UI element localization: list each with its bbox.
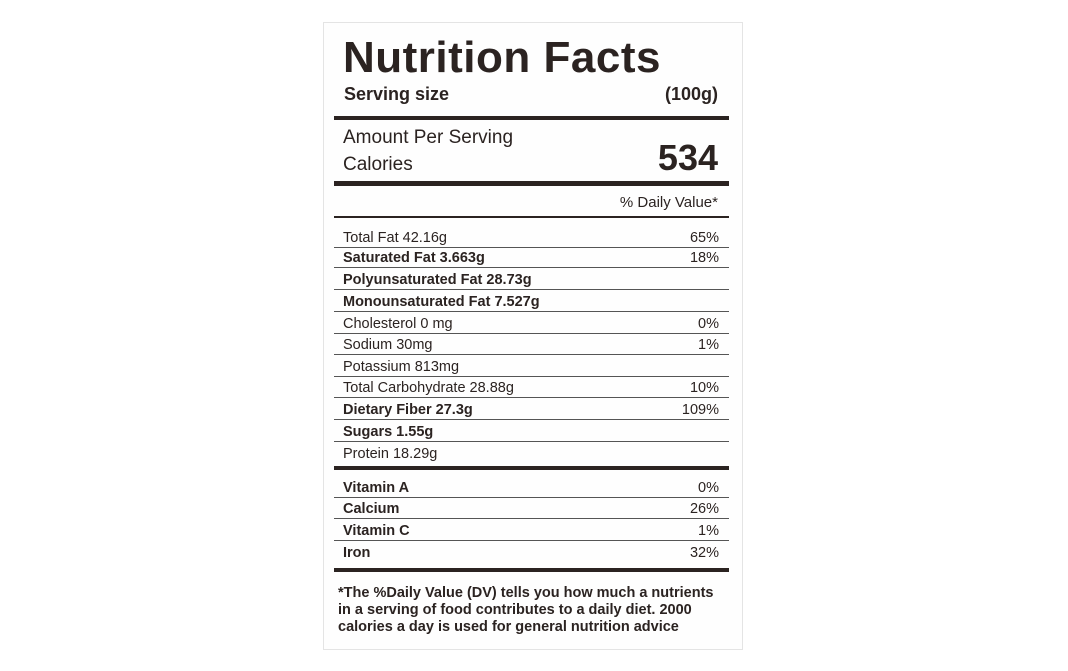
nutrient-row: Total Carbohydrate 28.88g 10% [334,377,729,398]
vitamin-row: Vitamin C 1% [334,520,729,541]
rule [334,216,729,218]
vitamin-name: Vitamin C [343,523,410,539]
nutrient-name: Potassium 813mg [343,359,460,375]
daily-value: 65% [689,230,719,246]
calories: 534 [657,137,718,178]
nutrient-name: Total Carbohydrate 28.88g [343,380,514,396]
vitamin-name: Iron [343,545,371,561]
nutrient-name: Monounsaturated Fat 7.527g [343,294,540,310]
footnote: *The %Daily Value (DV) tells you how muc… [338,585,713,636]
daily-value: 1% [698,523,719,539]
daily-value: 26% [689,501,719,517]
nutrient-name: Polyunsaturated Fat 28.73g [343,272,532,288]
amount-per-serving: Amount Per Serving [343,127,514,148]
footnote-line: in a serving of food contributes to a da… [338,602,692,618]
nutrient-row: Potassium 813mg [334,356,729,377]
serving-size: (100g) [664,84,718,104]
nutrient-row: Protein 18.29g [334,443,729,464]
daily-value: 18% [689,250,719,266]
footnote-line: calories a day is used for general nutri… [338,619,679,635]
nutrient-name: Protein 18.29g [343,446,438,462]
nutrient-row: Monounsaturated Fat 7.527g [334,291,729,312]
calories-label: Calories [343,154,413,175]
title: Nutrition Facts [343,33,661,82]
nutrient-row: Saturated Fat 3.663g 18% [334,247,729,268]
nutrient-row: Sodium 30mg 1% [334,334,729,355]
nutrient-name: Saturated Fat 3.663g [343,250,485,266]
daily-value: 0% [698,480,719,496]
nutrient-row: Dietary Fiber 27.3g 109% [334,399,729,420]
nutrient-row: Polyunsaturated Fat 28.73g [334,269,729,290]
nutrient-name: Dietary Fiber 27.3g [343,402,473,418]
daily-value: 32% [689,545,719,561]
footnote-line: *The %Daily Value (DV) tells you how muc… [338,585,714,601]
nutrient-row: Cholesterol 0 mg 0% [334,313,729,334]
vitamin-name: Calcium [343,501,400,517]
nutrient-row: Total Fat 42.16g 65% [334,227,729,248]
vitamin-name: Vitamin A [343,480,410,496]
nutrient-name: Cholesterol 0 mg [343,316,453,332]
daily-value-header: % Daily Value* [619,194,718,211]
daily-value: 109% [681,402,719,418]
thick-rule [334,568,729,572]
nutrition-label: Nutrition Facts Serving size (100g) Amou… [323,22,743,650]
vitamin-row: Calcium 26% [334,498,729,519]
nutrient-name: Sugars 1.55g [343,424,434,440]
thick-rule [334,466,729,470]
vitamin-row: Iron 32% [334,542,729,563]
nutrient-name: Total Fat 42.16g [343,230,447,246]
nutrient-row: Sugars 1.55g [334,421,729,442]
thick-rule [334,181,729,186]
thick-rule [334,116,729,120]
daily-value: 1% [698,337,719,353]
nutrient-name: Sodium 30mg [343,337,433,353]
daily-value: 0% [698,316,719,332]
serving-size-label: Serving size [344,84,450,104]
vitamin-row: Vitamin A 0% [334,477,729,498]
daily-value: 10% [689,380,719,396]
